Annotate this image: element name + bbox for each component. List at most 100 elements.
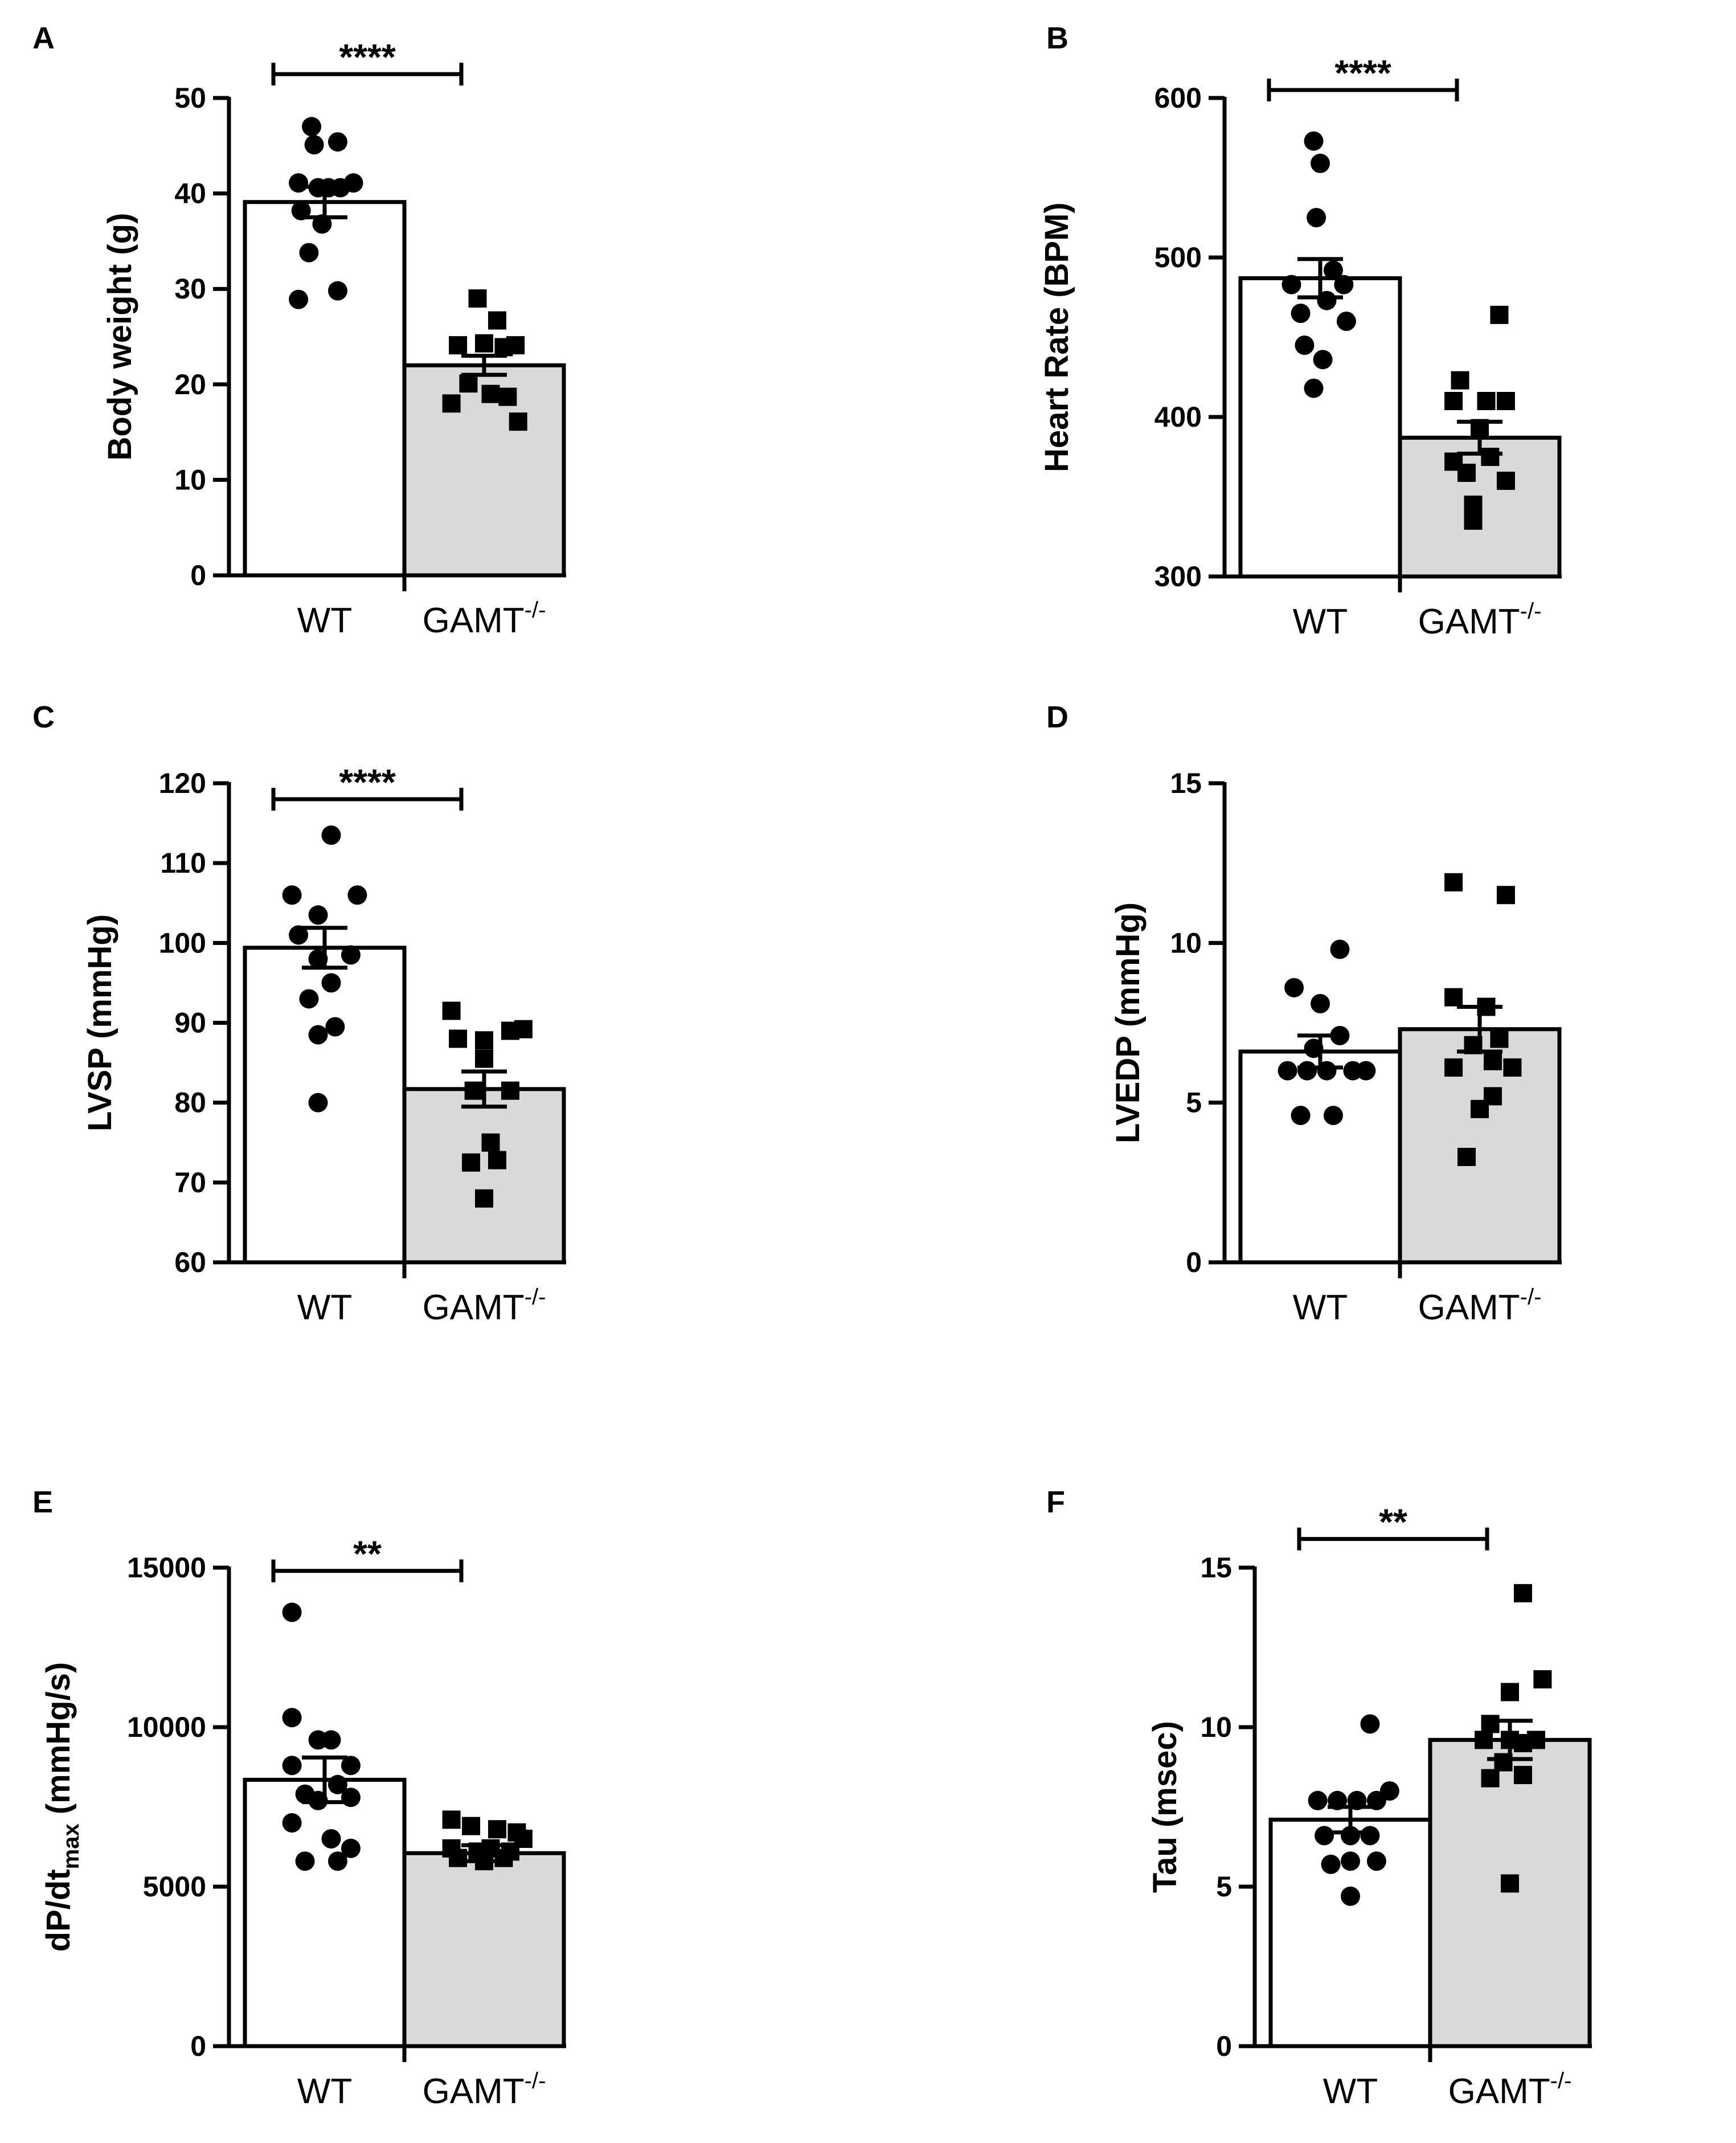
- error-bar-gamt: [461, 1843, 507, 1863]
- significance-bracket: **: [271, 1533, 464, 1582]
- data-point-wt: [321, 1730, 341, 1750]
- data-point-wt: [282, 1602, 302, 1622]
- y-axis-label-text: LVSP (mmHg): [81, 914, 118, 1131]
- category-label-gamt: GAMT-/-: [1448, 2068, 1572, 2111]
- y-tick-label: 15: [1170, 767, 1202, 799]
- data-point-gamt: [481, 1133, 500, 1152]
- data-point-gamt: [514, 1830, 533, 1848]
- y-axis-label: Tau (msec): [1147, 1721, 1184, 1893]
- data-point-wt: [1304, 131, 1324, 151]
- category-name: WT: [297, 601, 352, 640]
- data-point-wt: [1336, 312, 1356, 331]
- data-point-wt: [1278, 1061, 1297, 1081]
- y-tick-label: 10: [174, 464, 206, 496]
- y-axis-label-suffix: (mmHg/s): [40, 1662, 77, 1824]
- y-tick-label: 50: [174, 82, 206, 114]
- significance-label: **: [353, 1533, 382, 1574]
- data-point-wt: [299, 243, 319, 263]
- data-point-gamt: [464, 1081, 483, 1100]
- data-point-gamt: [1444, 392, 1463, 410]
- data-point-wt: [1315, 1826, 1334, 1846]
- data-point-gamt: [442, 1001, 461, 1020]
- y-tick-label: 5: [1186, 1087, 1202, 1119]
- category-name: GAMT: [423, 1288, 525, 1327]
- bar-gamt: [402, 1087, 566, 1265]
- significance-bracket: ****: [1267, 52, 1459, 101]
- data-point-wt: [1291, 1106, 1311, 1126]
- data-point-wt: [1308, 1790, 1328, 1810]
- y-tick-label: 400: [1154, 401, 1202, 433]
- significance-label: ****: [1334, 52, 1391, 93]
- data-point-gamt: [449, 1029, 468, 1048]
- data-point-wt: [289, 925, 309, 945]
- category-label-wt: WT: [1293, 602, 1348, 641]
- y-tick-label: 10: [1200, 1711, 1232, 1743]
- data-point-wt: [321, 1829, 341, 1848]
- data-point-wt: [1360, 1826, 1380, 1846]
- y-tick-label: 20: [174, 369, 206, 400]
- data-point-gamt: [1477, 392, 1496, 410]
- data-point-wt: [341, 1838, 361, 1858]
- category-name: GAMT: [1418, 1288, 1520, 1327]
- panel-c: C 60 70 80 90 100 110 120 WT GAMT-/- LVSP (mmHg) **…: [32, 700, 566, 1327]
- category-name: GAMT: [423, 2072, 525, 2111]
- data-point-wt: [1304, 378, 1324, 398]
- data-point-wt: [1360, 1714, 1380, 1734]
- category-name: WT: [297, 1288, 352, 1327]
- data-point-wt: [327, 281, 347, 301]
- category-label-wt: WT: [1293, 1288, 1348, 1327]
- panel-e: E 0 5000 10000 15000 WT GAMT-/- dP/dtmax (mmHg/…: [32, 1485, 566, 2111]
- data-point-gamt: [442, 1810, 461, 1829]
- data-point-gamt: [488, 1151, 506, 1169]
- panel-a: A 0 10 20 30 40 50 WT GAMT-/- Body weight (g) ****: [32, 21, 566, 640]
- data-point-wt: [304, 135, 324, 155]
- data-point-wt: [343, 173, 363, 193]
- data-point-gamt: [514, 1020, 533, 1038]
- data-point-gamt: [1501, 1683, 1519, 1702]
- error-bar-gamt: [461, 1069, 507, 1109]
- data-point-wt: [1323, 1106, 1343, 1126]
- error-bar-wt: [1297, 257, 1343, 300]
- panel-letter: A: [32, 21, 55, 55]
- data-point-gamt: [1481, 448, 1500, 466]
- category-label-wt: WT: [297, 601, 352, 640]
- panel-letter: D: [1046, 700, 1068, 734]
- bar-gamt: [402, 1851, 566, 2048]
- y-tick-label: 80: [174, 1087, 206, 1119]
- y-tick-label: 5: [1216, 1871, 1232, 1903]
- panel-f: F 0 5 10 15 WT GAMT-/- Tau (msec) **: [1046, 1485, 1592, 2111]
- data-point-wt: [1323, 260, 1343, 280]
- data-point-gamt: [1481, 1715, 1500, 1733]
- y-tick-label: 110: [160, 847, 206, 879]
- data-point-wt: [1281, 275, 1301, 295]
- error-bar-wt: [302, 1755, 347, 1805]
- data-point-gamt: [1444, 1058, 1463, 1077]
- data-point-wt: [295, 1851, 315, 1871]
- category-superscript: -/-: [525, 1285, 546, 1310]
- data-point-gamt: [1471, 1099, 1489, 1118]
- data-point-gamt: [488, 311, 506, 330]
- data-point-wt: [1297, 1061, 1317, 1081]
- y-tick-label: 0: [190, 559, 206, 591]
- data-point-wt: [327, 1774, 347, 1794]
- data-point-gamt: [462, 1817, 481, 1835]
- data-point-wt: [302, 117, 322, 137]
- error-bar-wt: [302, 926, 347, 970]
- bar-gamt: [1398, 1027, 1562, 1265]
- y-axis-label-text: Tau (msec): [1147, 1721, 1184, 1893]
- data-point-wt: [1313, 350, 1333, 370]
- category-superscript: -/-: [1520, 599, 1542, 624]
- bar-gamt: [1428, 1737, 1592, 2048]
- data-point-gamt: [1513, 1766, 1532, 1784]
- data-point-gamt: [506, 336, 525, 355]
- y-tick-label: 10: [1170, 927, 1202, 959]
- data-point-gamt: [475, 1049, 493, 1068]
- error-bar-wt: [1297, 1033, 1343, 1070]
- bar-wt: [243, 200, 407, 578]
- data-point-wt: [1284, 978, 1304, 997]
- y-tick-label: 60: [174, 1246, 206, 1278]
- data-point-wt: [282, 885, 302, 905]
- error-bar-gamt: [461, 354, 507, 377]
- panel-letter: E: [32, 1485, 53, 1519]
- data-point-wt: [308, 1093, 328, 1113]
